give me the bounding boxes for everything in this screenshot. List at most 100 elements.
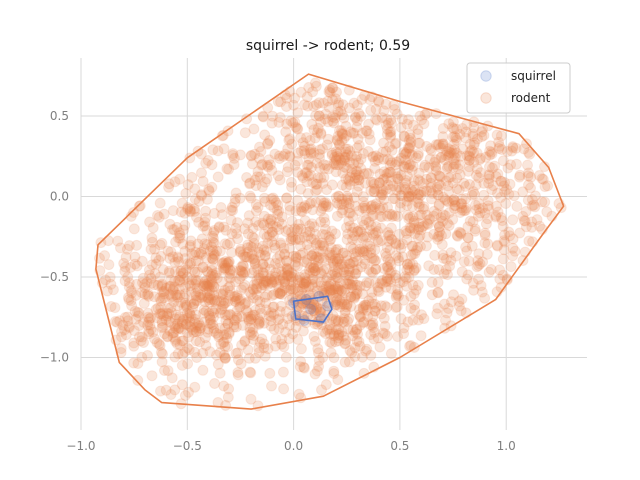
rodent-point bbox=[533, 170, 545, 181]
rodent-point bbox=[226, 201, 238, 213]
rodent-point bbox=[479, 237, 491, 249]
rodent-point bbox=[230, 348, 242, 359]
rodent-point bbox=[292, 223, 304, 235]
rodent-point bbox=[217, 287, 229, 299]
rodent-point bbox=[269, 340, 281, 352]
rodent-point bbox=[378, 173, 390, 185]
rodent-point bbox=[320, 255, 332, 267]
rodent-point bbox=[263, 154, 275, 166]
rodent-point bbox=[324, 319, 336, 331]
rodent-point bbox=[165, 389, 177, 400]
rodent-point bbox=[340, 301, 352, 313]
rodent-point bbox=[147, 326, 159, 338]
rodent-point bbox=[199, 332, 211, 344]
rodent-point bbox=[343, 356, 355, 368]
rodent-point bbox=[328, 284, 340, 296]
rodent-point bbox=[242, 228, 254, 240]
rodent-point bbox=[139, 282, 151, 294]
rodent-point bbox=[363, 168, 375, 180]
rodent-point bbox=[291, 122, 303, 134]
rodent-point bbox=[342, 192, 354, 204]
rodent-point bbox=[221, 257, 233, 269]
rodent-point bbox=[304, 198, 316, 210]
rodent-point bbox=[350, 154, 362, 166]
rodent-point bbox=[317, 326, 329, 337]
rodent-point bbox=[354, 246, 366, 258]
rodent-point bbox=[342, 269, 354, 281]
rodent-point bbox=[269, 242, 281, 254]
rodent-point bbox=[182, 202, 194, 213]
rodent-point bbox=[169, 176, 181, 188]
rodent-point bbox=[339, 356, 351, 368]
rodent-point bbox=[300, 167, 311, 179]
rodent-point bbox=[475, 280, 487, 292]
rodent-point bbox=[324, 285, 336, 297]
rodent-point bbox=[260, 277, 272, 289]
rodent-point bbox=[370, 277, 381, 289]
rodent-point bbox=[280, 192, 292, 204]
rodent-point bbox=[393, 255, 405, 267]
rodent-point bbox=[290, 256, 302, 268]
rodent-point bbox=[245, 367, 257, 379]
rodent-point bbox=[264, 367, 276, 379]
rodent-point bbox=[156, 281, 168, 293]
rodent-point bbox=[333, 199, 345, 210]
rodent-point bbox=[426, 289, 438, 301]
rodent-point bbox=[136, 331, 148, 343]
rodent-point bbox=[395, 152, 407, 164]
rodent-point bbox=[313, 355, 325, 366]
rodent-point bbox=[341, 298, 353, 310]
rodent-point bbox=[350, 324, 362, 336]
rodent-point bbox=[472, 255, 484, 267]
rodent-point bbox=[353, 108, 365, 119]
rodent-point bbox=[182, 358, 194, 370]
rodent-point bbox=[236, 339, 248, 351]
rodent-point bbox=[119, 265, 131, 277]
rodent-point bbox=[190, 321, 202, 333]
rodent-point bbox=[481, 248, 493, 260]
rodent-point bbox=[520, 206, 532, 217]
rodent-point bbox=[323, 283, 335, 294]
rodent-point bbox=[307, 266, 319, 278]
rodent-point bbox=[432, 286, 444, 298]
rodent-point bbox=[443, 143, 454, 155]
rodent-point bbox=[184, 203, 196, 215]
rodent-point bbox=[351, 150, 363, 162]
rodent-point bbox=[401, 228, 413, 239]
rodent-point bbox=[259, 129, 271, 141]
rodent-point bbox=[206, 268, 218, 280]
rodent-point bbox=[437, 140, 449, 152]
rodent-point bbox=[295, 132, 307, 144]
rodent-point bbox=[411, 244, 422, 256]
rodent-point bbox=[156, 278, 168, 290]
rodent-point bbox=[378, 137, 390, 149]
rodent-point bbox=[229, 295, 241, 307]
rodent-point bbox=[330, 296, 341, 308]
rodent-point bbox=[144, 313, 155, 325]
rodent-point bbox=[320, 328, 331, 339]
rodent-point bbox=[311, 285, 323, 297]
rodent-point bbox=[323, 231, 335, 243]
rodent-point bbox=[462, 269, 474, 281]
rodent-point bbox=[163, 181, 175, 193]
rodent-point bbox=[145, 312, 157, 324]
rodent-point bbox=[144, 216, 156, 228]
rodent-point bbox=[313, 252, 325, 264]
rodent-point bbox=[256, 333, 268, 345]
rodent-point bbox=[245, 289, 257, 300]
rodent-point bbox=[452, 230, 464, 242]
rodent-point bbox=[172, 251, 183, 263]
rodent-point bbox=[339, 298, 351, 310]
rodent-point bbox=[332, 329, 344, 341]
rodent-point bbox=[407, 200, 418, 212]
rodent-point bbox=[490, 211, 502, 223]
rodent-point bbox=[129, 251, 141, 263]
rodent-point bbox=[104, 271, 116, 283]
rodent-point bbox=[191, 326, 203, 338]
rodent-point bbox=[177, 268, 189, 279]
rodent-point bbox=[361, 167, 373, 179]
rodent-point bbox=[350, 111, 361, 123]
rodent-point bbox=[342, 194, 354, 206]
rodent-point bbox=[205, 317, 217, 329]
rodent-point bbox=[258, 228, 270, 240]
